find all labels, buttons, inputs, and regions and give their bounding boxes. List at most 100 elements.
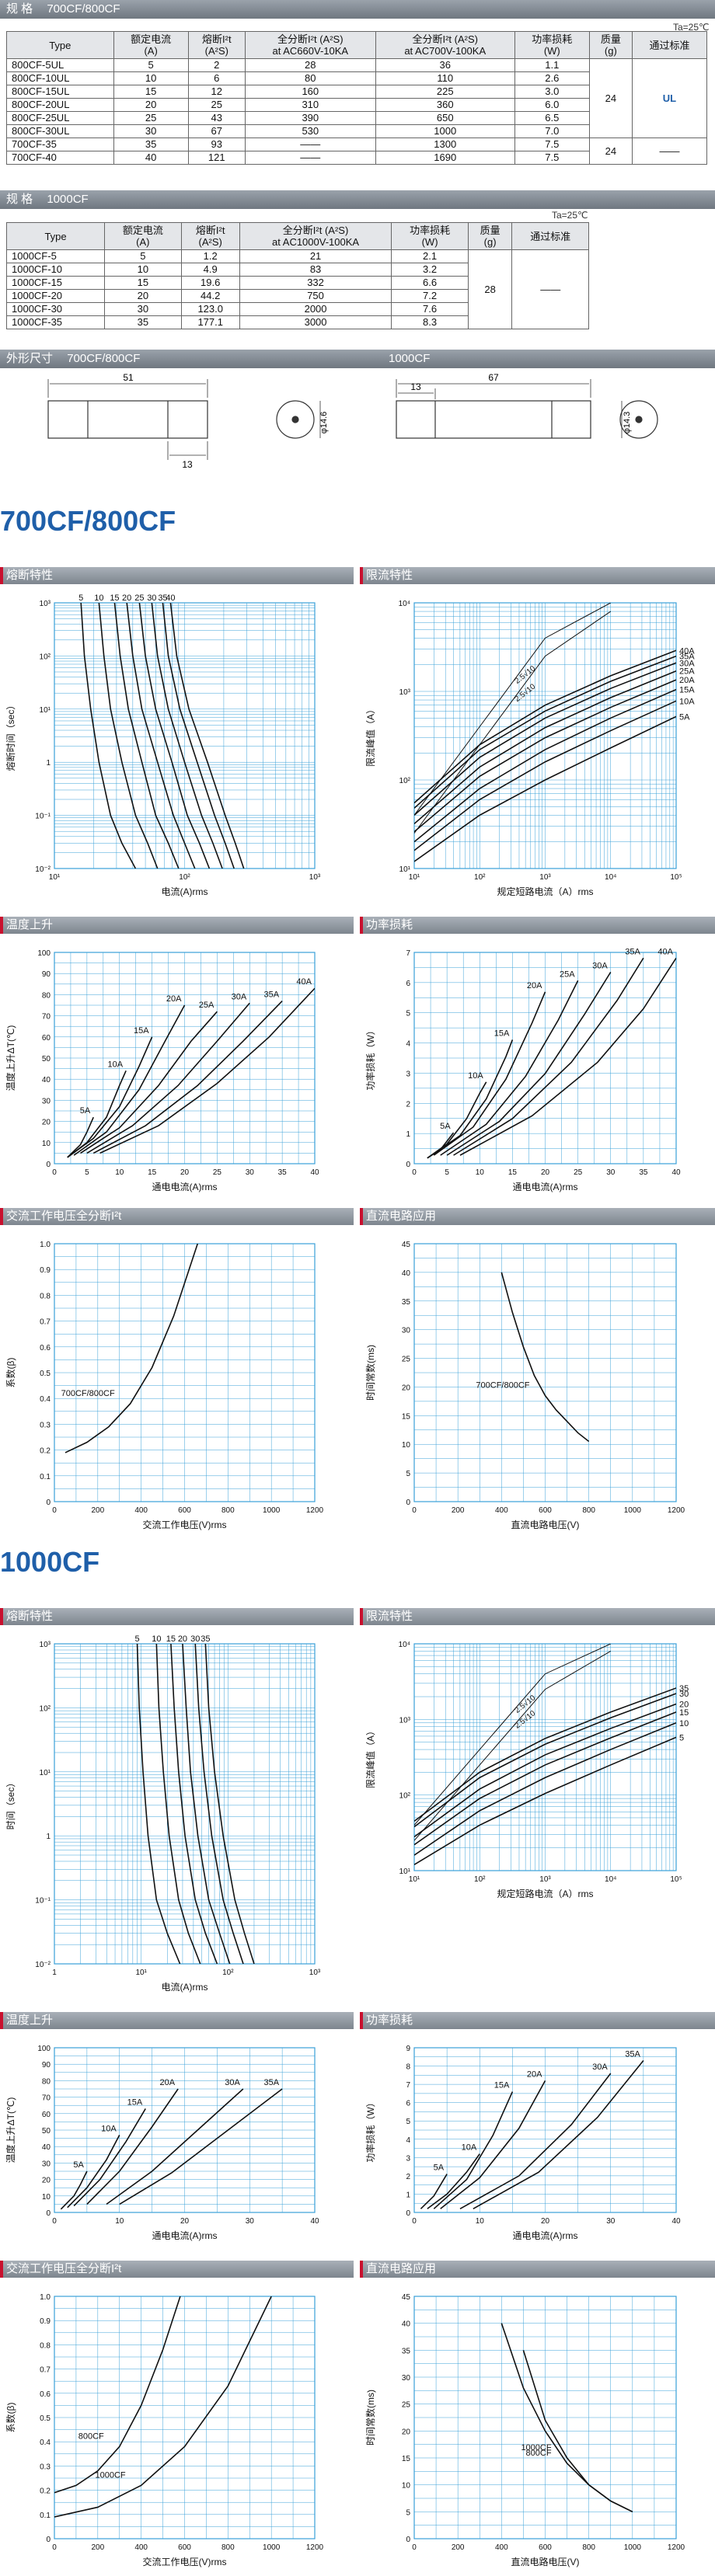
- series-label: 20A: [527, 2070, 542, 2079]
- dim2-cap: 13: [410, 381, 421, 392]
- series-label: 30: [147, 594, 156, 603]
- series-label: 700CF/800CF: [61, 1389, 115, 1398]
- table-header-row: Type 额定电流 (A) 熔断I²t (A²S) 全分断I²t (A²S) at AC66…: [6, 31, 708, 59]
- x-tick-label: 25: [574, 1168, 583, 1177]
- x-tick-label: 10³: [309, 1969, 321, 1977]
- series-line: [414, 649, 676, 804]
- series-label: 20: [122, 594, 131, 603]
- x-axis-label: 交流工作电压(V)rms: [143, 1519, 227, 1530]
- table-row: 800CF-5UL 5 2 28 36 1.1 24 UL: [6, 58, 708, 138]
- series-label: 20A: [527, 981, 542, 990]
- series-line: [500, 1272, 590, 1443]
- y-tick-label: 0.9: [40, 1266, 51, 1275]
- series-label: 5A: [80, 1106, 91, 1116]
- x-tick-label: 35: [639, 1168, 648, 1177]
- x-tick-label: 0: [52, 1506, 57, 1515]
- plot-area: [413, 1243, 677, 1502]
- series-group: [60, 2088, 283, 2210]
- y-tick-label: 6: [406, 980, 410, 988]
- series-line: [414, 662, 676, 816]
- series-label: 35A: [264, 990, 280, 1000]
- table-cell: 7.5: [514, 151, 590, 165]
- series-line: [170, 1644, 218, 1964]
- c2-limit-chart: 10¹ 10² 10³ 10⁴ 10⁵ 10¹ 10² 10³ 10⁴ 规定短路电流（A）rms 限…: [364, 1641, 689, 1899]
- spec1-table: Type 额定电流 (A) 熔断I²t (A²S) 全分断I²t (A²S) at AC66…: [6, 31, 708, 165]
- series-line: [98, 603, 159, 869]
- y-tick-label: 3: [406, 2154, 410, 2163]
- series-label: 30: [190, 1634, 200, 1644]
- x-axis-label: 电流(A)rms: [162, 886, 208, 897]
- y-tick-label: 10⁻²: [35, 1961, 51, 1969]
- series-label: 40A: [657, 947, 673, 956]
- table-cell: 800CF-20UL: [6, 98, 114, 112]
- y-tick-label: 20: [402, 1384, 411, 1392]
- series-label: 5A: [679, 712, 690, 722]
- spec1-model: 700CF/800CF: [47, 2, 120, 16]
- dims-model2: 1000CF: [389, 352, 431, 365]
- table-cell: 83: [239, 263, 392, 277]
- x-tick-label: 600: [539, 1506, 552, 1515]
- y-tick-label: 80: [42, 2077, 51, 2086]
- x-tick-label: 200: [91, 2543, 104, 2552]
- series-line: [92, 1001, 283, 1154]
- grid: [414, 2048, 676, 2212]
- x-axis-label: 直流电路电压(V): [511, 1519, 580, 1530]
- series-label: 10: [94, 594, 103, 603]
- series-line: [433, 2091, 514, 2209]
- y-axis-label: 功率损耗（W）: [364, 1025, 376, 1090]
- series-label: 30A: [679, 659, 695, 668]
- table-cell: 80: [244, 71, 376, 85]
- table-cell: 3.2: [391, 263, 469, 277]
- series-label: 30: [679, 1690, 689, 1699]
- table-row: 700CF-40 40 121 —— 1690 7.5: [6, 151, 707, 165]
- series-label: 35: [158, 594, 167, 603]
- x-tick-label: 10²: [474, 873, 486, 882]
- c1-limit-title: 限流特性: [360, 567, 715, 584]
- table-row: 1000CF-35 35 177.1 3000 8.3: [5, 315, 589, 329]
- series-line: [106, 2088, 244, 2205]
- c1-ac-title: 交流工作电压全分断I²t: [0, 1208, 354, 1225]
- y-tick-label: 50: [42, 2127, 51, 2136]
- table-cell: 40: [113, 151, 189, 165]
- x-tick-label: 40: [671, 1168, 681, 1177]
- y-axis-label: 系数(β): [5, 2403, 16, 2433]
- series-line: [136, 1644, 181, 1964]
- y-tick-label: 35: [402, 2347, 411, 2355]
- y-tick-label: 1.0: [40, 2293, 51, 2302]
- y-tick-label: 80: [42, 991, 51, 1000]
- x-tick-label: 35: [278, 1168, 288, 1177]
- y-tick-label: 0: [46, 2536, 51, 2544]
- series-label: 15A: [494, 2081, 510, 2090]
- series-line: [65, 1244, 199, 1453]
- table-cell: 225: [375, 85, 515, 99]
- plot-frame: [54, 1643, 316, 1965]
- x-tick-label: 30: [246, 2217, 255, 2226]
- table-row: 1000CF-5 5 1.2 21 2.1 28 ——: [5, 249, 589, 329]
- table-cell: 1000CF-10: [5, 263, 106, 277]
- table-cell: ——: [244, 151, 376, 165]
- series-line: [60, 2170, 88, 2210]
- c2-temp-chart: 0 10 20 30 40 0 10 20 30 40 50 60 70 80 90 100 通电电流(A)rm…: [5, 2045, 319, 2241]
- y-tick-label: 20: [402, 2428, 411, 2436]
- plot-area: [54, 2047, 316, 2213]
- series-group: [67, 987, 315, 1158]
- table-header: 额定电流 (A): [113, 31, 189, 59]
- dim2-length: 67: [488, 373, 499, 383]
- dim1-length: 51: [123, 373, 134, 383]
- y-tick-label: 10³: [399, 688, 411, 697]
- series-label: 5: [78, 594, 83, 603]
- y-axis-label: 功率损耗（W）: [364, 2097, 376, 2162]
- x-tick-label: 1000: [263, 1506, 281, 1515]
- series-line: [414, 1736, 676, 1865]
- y-tick-label: 10⁴: [399, 600, 410, 608]
- table-cell: 2000: [239, 302, 392, 316]
- series-label: 700CF/800CF: [476, 1381, 529, 1391]
- y-tick-label: 5: [406, 2508, 410, 2517]
- y-tick-label: 0.8: [40, 2341, 51, 2350]
- plot-area: [54, 1643, 316, 1965]
- table-cell: 2.1: [391, 249, 469, 263]
- x-tick-label: 10⁴: [605, 873, 616, 882]
- table-cell: 1000CF-35: [5, 315, 106, 329]
- dim1-diameter: φ14.6: [319, 412, 329, 434]
- table-row: 1000CF-15 15 19.6 332 6.6: [5, 276, 589, 290]
